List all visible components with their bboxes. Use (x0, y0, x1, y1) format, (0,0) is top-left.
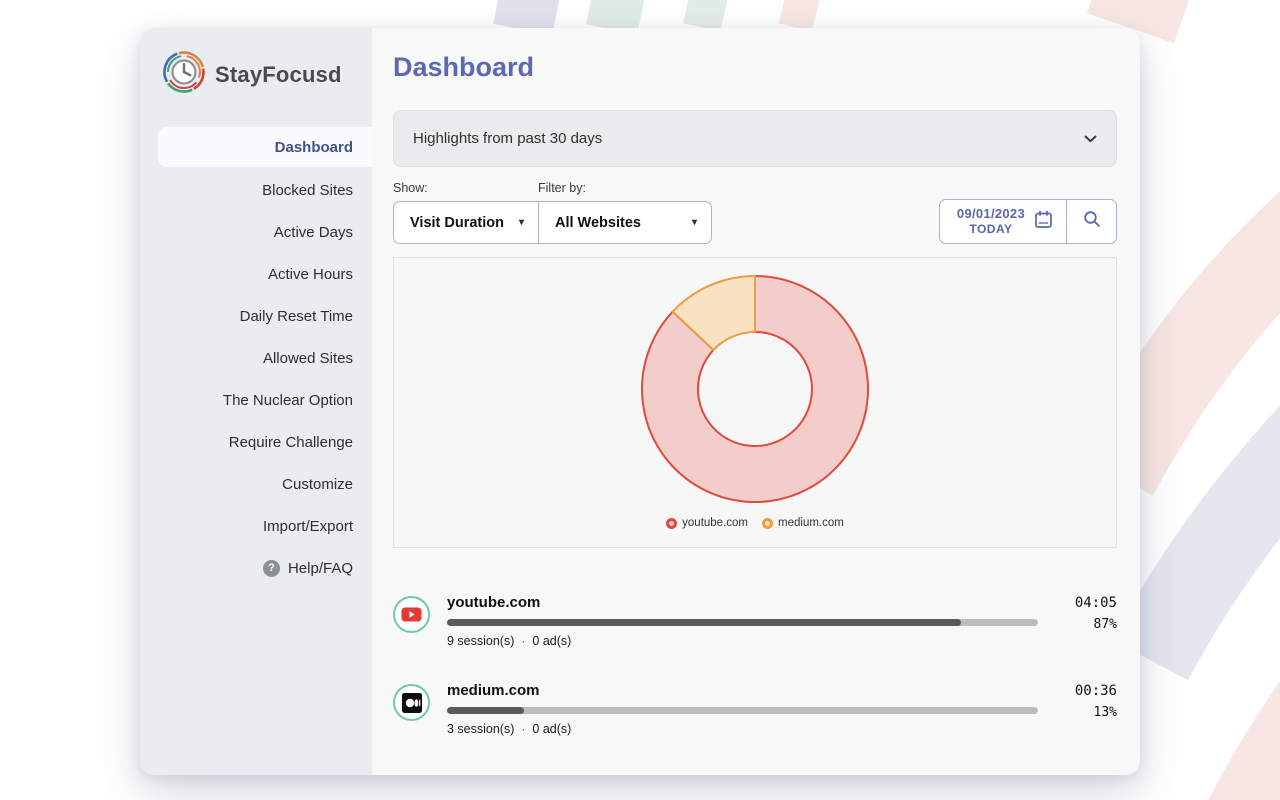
sidebar-item-active-days[interactable]: Active Days (140, 211, 372, 253)
sidebar-item-blocked-sites[interactable]: Blocked Sites (140, 169, 372, 211)
search-icon (1083, 210, 1101, 233)
app-title: StayFocusd (215, 61, 342, 87)
legend-label: medium.com (778, 517, 844, 529)
sidebar-item-nuclear-option[interactable]: The Nuclear Option (140, 379, 372, 421)
ad-count: 0 ad(s) (532, 722, 572, 736)
caret-down-icon: ▾ (691, 217, 697, 228)
session-count: 3 session(s) (447, 722, 515, 736)
chart-legend: youtube.com medium.com (666, 517, 844, 529)
sidebar-item-import-export[interactable]: Import/Export (140, 505, 372, 547)
sidebar-nav: Dashboard Blocked Sites Active Days Acti… (140, 127, 372, 589)
filter-select-value: All Websites (555, 214, 641, 231)
select-labels: Show: Filter by: (393, 181, 712, 195)
sidebar-item-label: Daily Reset Time (239, 307, 353, 325)
sidebar-item-label: Allowed Sites (262, 349, 353, 367)
site-stats: 04:05 87% (1055, 594, 1117, 648)
sidebar-item-label: Require Challenge (228, 433, 353, 451)
date-today-label: TODAY (969, 222, 1013, 237)
highlights-accordion[interactable]: Highlights from past 30 days (393, 110, 1117, 167)
legend-label: youtube.com (682, 517, 749, 529)
ad-count: 0 ad(s) (532, 634, 572, 648)
sidebar-item-require-challenge[interactable]: Require Challenge (140, 421, 372, 463)
sidebar-item-label: The Nuclear Option (222, 391, 353, 409)
site-percent: 13% (1093, 705, 1117, 720)
site-row-medium[interactable]: medium.com 3 session(s) · 0 ad(s) 00:36 … (393, 682, 1117, 736)
date-controls: 09/01/2023 TODAY (938, 199, 1117, 244)
sidebar-item-label: Blocked Sites (262, 181, 353, 199)
chart-slice-medium.com[interactable] (671, 275, 756, 351)
legend-marker-icon (666, 517, 678, 529)
caret-down-icon: ▾ (518, 217, 524, 228)
chevron-down-icon (1084, 130, 1097, 148)
site-meta: 3 session(s) · 0 ad(s) (447, 722, 1038, 736)
legend-item-youtube[interactable]: youtube.com (666, 517, 748, 529)
site-row-youtube[interactable]: youtube.com 9 session(s) · 0 ad(s) 04:05… (393, 594, 1117, 648)
sidebar-item-label: Help/FAQ (287, 559, 353, 577)
calendar-icon (1034, 210, 1053, 234)
site-time: 04:05 (1074, 595, 1117, 611)
sidebar-item-label: Dashboard (274, 138, 353, 156)
help-icon: ? (262, 559, 280, 577)
sidebar-item-label: Customize (282, 475, 353, 493)
sidebar-item-allowed-sites[interactable]: Allowed Sites (140, 337, 372, 379)
date-value: 09/01/2023 (956, 205, 1025, 221)
filter-select[interactable]: All Websites ▾ (539, 202, 711, 243)
sidebar-item-label: Import/Export (262, 517, 353, 535)
chart-panel: youtube.com medium.com (393, 257, 1117, 548)
brand: StayFocusd (140, 28, 372, 119)
main-content: Dashboard Highlights from past 30 days S… (372, 28, 1140, 775)
show-label: Show: (393, 181, 428, 195)
site-meta: 9 session(s) · 0 ad(s) (447, 634, 1038, 648)
sidebar-item-label: Active Hours (267, 265, 353, 283)
usage-bar (447, 707, 1038, 714)
sidebar-item-daily-reset-time[interactable]: Daily Reset Time (140, 295, 372, 337)
donut-chart (641, 275, 869, 503)
app-window: StayFocusd Dashboard Blocked Sites Activ… (140, 28, 1140, 775)
dot-separator: · (521, 634, 526, 648)
sidebar-item-customize[interactable]: Customize (140, 463, 372, 505)
search-button[interactable] (1067, 200, 1116, 243)
legend-item-medium[interactable]: medium.com (762, 517, 844, 529)
sidebar-item-label: Active Days (273, 223, 353, 241)
filter-by-label: Filter by: (538, 181, 586, 195)
sidebar: StayFocusd Dashboard Blocked Sites Activ… (140, 28, 372, 775)
youtube-icon (393, 596, 430, 633)
dot-separator: · (521, 722, 526, 736)
legend-marker-icon (762, 517, 774, 529)
date-picker-button[interactable]: 09/01/2023 TODAY (940, 200, 1067, 243)
site-details: medium.com 3 session(s) · 0 ad(s) (447, 682, 1038, 736)
controls-row: Show: Filter by: Visit Duration ▾ All We… (393, 181, 1117, 244)
site-details: youtube.com 9 session(s) · 0 ad(s) (447, 594, 1038, 648)
sidebar-item-active-hours[interactable]: Active Hours (140, 253, 372, 295)
page-title: Dashboard (393, 52, 535, 82)
site-domain: youtube.com (447, 594, 541, 611)
show-select-value: Visit Duration (410, 214, 504, 231)
chart-slice-youtube.com[interactable] (641, 275, 869, 503)
usage-bar-fill (447, 619, 962, 626)
select-buttons: Visit Duration ▾ All Websites ▾ (393, 201, 712, 244)
sidebar-item-help-faq[interactable]: ? Help/FAQ (140, 547, 372, 589)
usage-bar-fill (447, 707, 524, 714)
show-select[interactable]: Visit Duration ▾ (394, 202, 539, 243)
site-time: 00:36 (1074, 683, 1117, 699)
usage-bar (447, 619, 1038, 626)
highlights-label: Highlights from past 30 days (413, 130, 603, 147)
sidebar-item-dashboard[interactable]: Dashboard (158, 127, 372, 167)
site-list: youtube.com 9 session(s) · 0 ad(s) 04:05… (393, 594, 1117, 736)
medium-icon (393, 684, 430, 721)
site-domain: medium.com (447, 682, 540, 699)
site-percent: 87% (1093, 617, 1117, 632)
stayfocusd-logo-icon (162, 50, 206, 99)
site-stats: 00:36 13% (1055, 682, 1117, 736)
filter-selects: Show: Filter by: Visit Duration ▾ All We… (393, 181, 712, 244)
session-count: 9 session(s) (447, 634, 515, 648)
